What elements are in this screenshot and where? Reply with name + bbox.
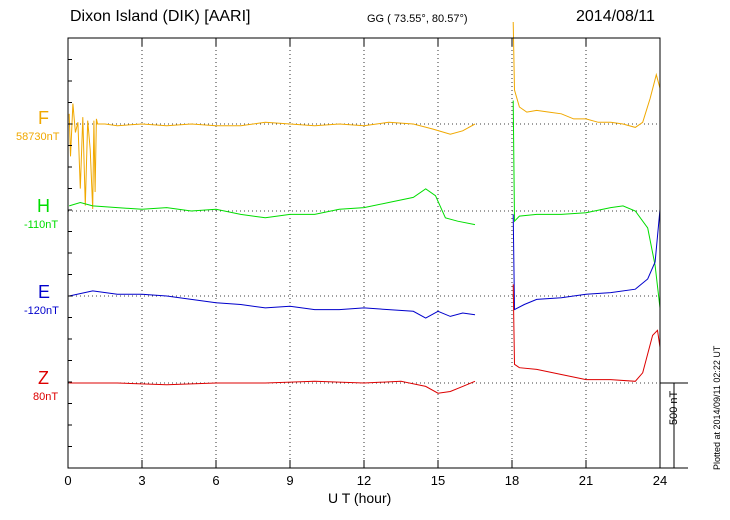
x-tick-label: 15 xyxy=(431,473,445,488)
x-tick-label: 0 xyxy=(64,473,71,488)
series-label-h: H xyxy=(37,196,50,216)
x-axis-label: U T (hour) xyxy=(328,490,392,506)
scale-bar xyxy=(660,382,688,469)
station-title: Dixon Island (DIK) [AARI] xyxy=(70,8,251,25)
series-line-f xyxy=(68,21,661,210)
series-label-e: E xyxy=(38,282,51,302)
x-tick-label: 9 xyxy=(286,473,293,488)
x-tick-label: 18 xyxy=(505,473,519,488)
series-line-z xyxy=(69,284,661,394)
plotted-timestamp: Plotted at 2014/09/11 02:22 UT xyxy=(712,345,722,470)
scale-bar-label: 500 nT xyxy=(668,390,680,425)
series-line-h xyxy=(69,100,661,308)
x-tick-label: 3 xyxy=(138,473,145,488)
x-tick-label: 6 xyxy=(212,473,219,488)
plot-date: 2014/08/11 xyxy=(576,8,655,25)
x-axis-ticks: 0 3 6 9 12 15 18 21 24 xyxy=(64,37,667,488)
x-tick-label: 12 xyxy=(357,473,371,488)
series-baseline-h: -110nT xyxy=(24,219,59,231)
series-baseline-e: -120nT xyxy=(24,305,59,317)
series-label-f: F xyxy=(38,108,49,128)
x-tick-label: 24 xyxy=(653,473,667,488)
grid xyxy=(68,38,660,468)
series-line-e xyxy=(69,209,661,319)
x-tick-label: 21 xyxy=(579,473,593,488)
series-baseline-z: 80nT xyxy=(33,391,59,403)
series-baseline-f: 58730nT xyxy=(16,131,60,143)
station-coordinates: GG ( 73.55°, 80.57°) xyxy=(367,13,468,25)
series-label-z: Z xyxy=(38,368,49,388)
series-lines xyxy=(68,21,661,394)
